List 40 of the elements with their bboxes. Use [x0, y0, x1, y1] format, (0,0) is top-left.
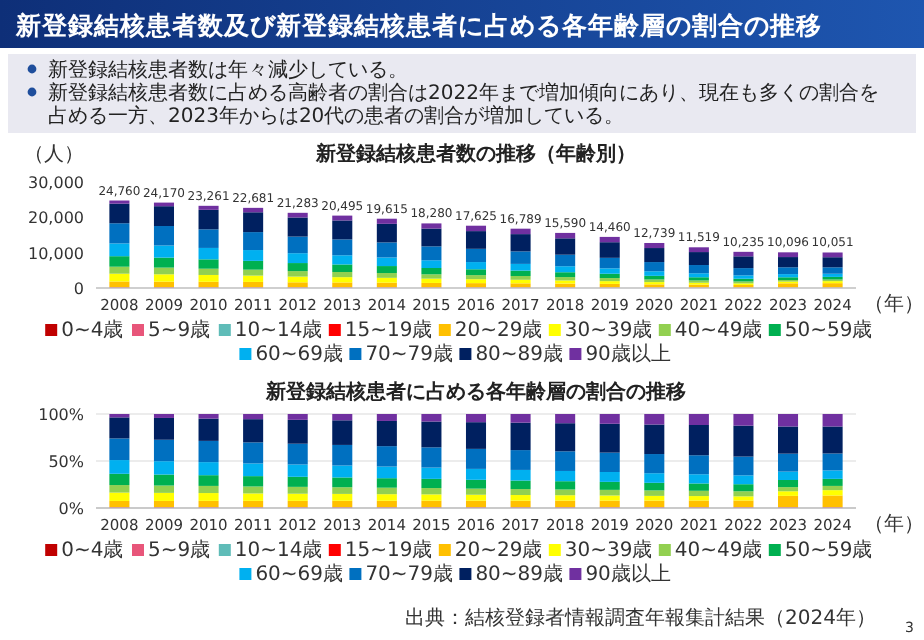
legend-label: 15~19歳	[344, 318, 433, 342]
text: 新登録結核患者数及び新登録結核患者に占める各年齢層の割合の推移	[14, 10, 822, 40]
legend-label: 80~89歳	[475, 562, 564, 586]
source-note: 出典：結核登録者情報調査年報集計結果（2024年）	[405, 606, 876, 630]
y-tick-label: 0	[73, 280, 84, 298]
legend-label: 30~39歳	[564, 538, 653, 562]
legend-label: 5~9歳	[148, 538, 211, 562]
legend-label: 70~79歳	[365, 342, 454, 366]
y-tick-label: 10,000	[28, 244, 84, 263]
chart-title: 新登録結核患者数の推移（年齢別）	[314, 142, 636, 166]
y-tick-label: 20,000	[28, 209, 84, 228]
legend-label: 40~49歳	[674, 538, 763, 562]
text: 新登録結核患者数に占める高齢者の割合は2022年まで増加傾向にあり、現在も多くの割合を占める一方、2023年からは20代の患者の割合が増加している。	[48, 81, 879, 128]
chart-title: 新登録結核患者に占める各年齢層の割合の推移	[264, 380, 686, 404]
legend-label: 50~59歳	[784, 318, 873, 342]
legend-label: 20~29歳	[454, 318, 543, 342]
legend-label: 10~14歳	[234, 538, 323, 562]
y-axis-title: （人）	[24, 144, 84, 166]
legend-label: 5~9歳	[148, 318, 211, 342]
legend-label: 90歳以上	[585, 562, 671, 586]
text: 新登録結核患者数は年々減少している。	[48, 58, 408, 82]
legend-label: 60~69歳	[255, 562, 344, 586]
legend-label: 10~14歳	[234, 318, 323, 342]
x-axis-title: （年）	[864, 512, 924, 536]
legend-label: 40~49歳	[674, 318, 763, 342]
y-tick-label: 0%	[58, 500, 85, 518]
y-tick-label: 100%	[38, 406, 85, 424]
legend-label: 0~4歳	[61, 538, 124, 562]
y-tick-label: 50%	[48, 453, 85, 471]
legend-label: 15~19歳	[344, 538, 433, 562]
x-axis-title: （年）	[864, 292, 924, 316]
legend-label: 80~89歳	[475, 342, 564, 366]
legend-label: 0~4歳	[61, 318, 124, 342]
y-tick-label: 30,000	[28, 174, 84, 192]
legend-label: 50~59歳	[784, 538, 873, 562]
legend-label: 90歳以上	[585, 342, 671, 366]
legend-label: 60~69歳	[255, 342, 344, 366]
legend-label: 70~79歳	[365, 562, 454, 586]
legend-label: 20~29歳	[454, 538, 543, 562]
legend-label: 30~39歳	[564, 318, 653, 342]
